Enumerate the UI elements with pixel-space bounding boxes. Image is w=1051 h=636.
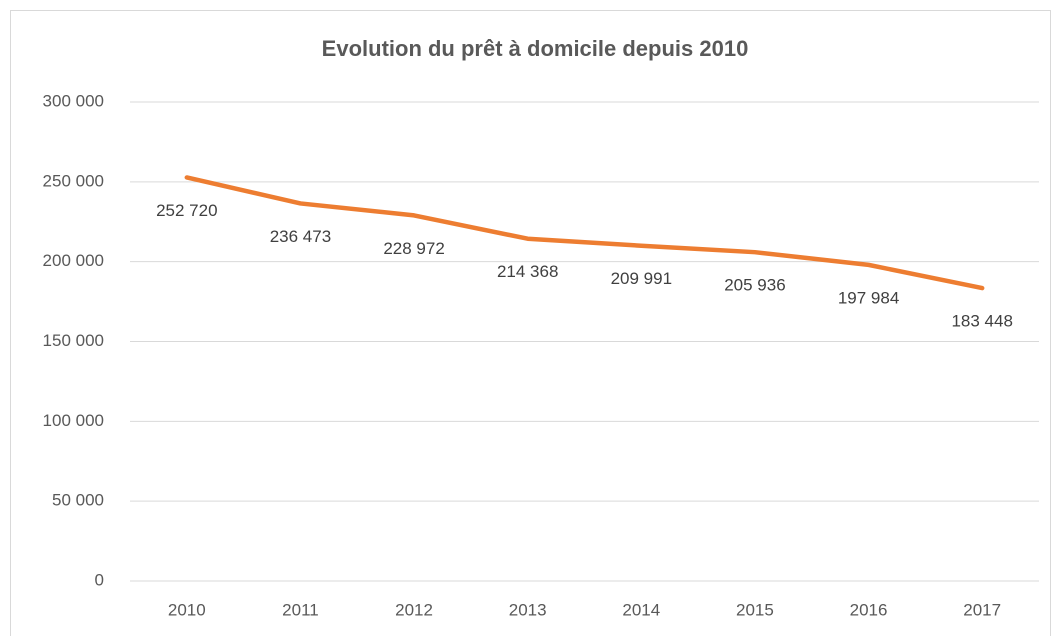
y-tick-label: 200 000 <box>43 251 104 270</box>
chart-border <box>10 10 1051 636</box>
data-label: 209 991 <box>611 269 672 288</box>
y-tick-label: 150 000 <box>43 331 104 350</box>
data-label: 236 473 <box>270 227 331 246</box>
y-tick-label: 100 000 <box>43 411 104 430</box>
x-tick-label: 2016 <box>850 600 888 619</box>
data-label: 214 368 <box>497 262 558 281</box>
data-label: 228 972 <box>383 239 444 258</box>
x-tick-label: 2010 <box>168 600 206 619</box>
y-tick-label: 0 <box>95 570 104 589</box>
data-label: 205 936 <box>724 276 785 295</box>
y-tick-label: 300 000 <box>43 91 104 110</box>
y-tick-label: 250 000 <box>43 171 104 190</box>
x-tick-label: 2011 <box>282 600 319 619</box>
data-label: 252 720 <box>156 201 217 220</box>
data-label: 183 448 <box>951 312 1012 331</box>
chart-title: Evolution du prêt à domicile depuis 2010 <box>322 36 749 61</box>
x-tick-label: 2014 <box>622 600 660 619</box>
x-tick-label: 2013 <box>509 600 547 619</box>
x-tick-label: 2015 <box>736 600 774 619</box>
line <box>184 175 985 291</box>
x-tick-label: 2012 <box>395 600 433 619</box>
x-tick-label: 2017 <box>963 600 1001 619</box>
data-label: 197 984 <box>838 288 899 307</box>
y-tick-label: 50 000 <box>52 491 104 510</box>
